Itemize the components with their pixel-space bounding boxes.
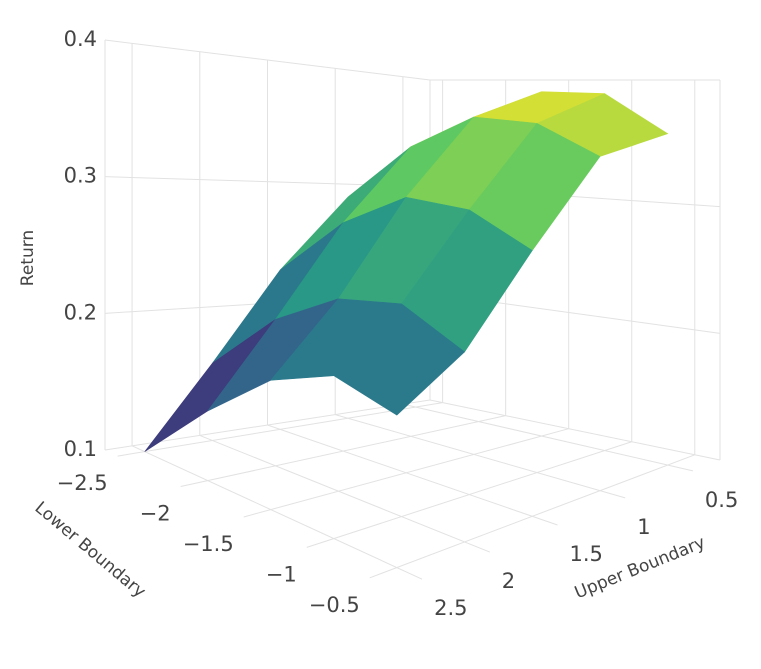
y-grid-line <box>402 403 694 472</box>
x-tick-label: −1.5 <box>183 532 234 556</box>
x-tick-label: −2.5 <box>57 471 108 495</box>
y-tick-label: 1.5 <box>570 542 603 566</box>
z-tick-label: 0.4 <box>64 27 97 51</box>
y-grid-line <box>267 424 558 526</box>
y-tick-label: 2 <box>502 569 515 593</box>
z-axis-title: Return <box>18 230 38 286</box>
z-tick-label: 0.3 <box>64 164 97 188</box>
surface <box>144 91 669 452</box>
y-tick-label: 0.5 <box>705 488 738 512</box>
z-tick-label: 0.2 <box>64 300 97 324</box>
x-tick-label: −0.5 <box>309 593 360 617</box>
x-tick-label: −1 <box>266 562 297 586</box>
z-tick-label: 0.1 <box>64 437 97 461</box>
surface-patch <box>333 303 466 416</box>
z-grid-line <box>104 39 431 81</box>
y-tick-label: 2.5 <box>434 596 467 620</box>
x-tick-label: −2 <box>140 502 171 526</box>
z-grid-line <box>429 399 721 461</box>
grid <box>104 39 721 580</box>
y-tick-label: 1 <box>637 515 650 539</box>
y-grid-line <box>335 414 626 499</box>
y-grid-line <box>199 434 490 553</box>
x-axis-title: Lower Boundary <box>31 498 150 602</box>
y-grid-line <box>131 445 423 580</box>
